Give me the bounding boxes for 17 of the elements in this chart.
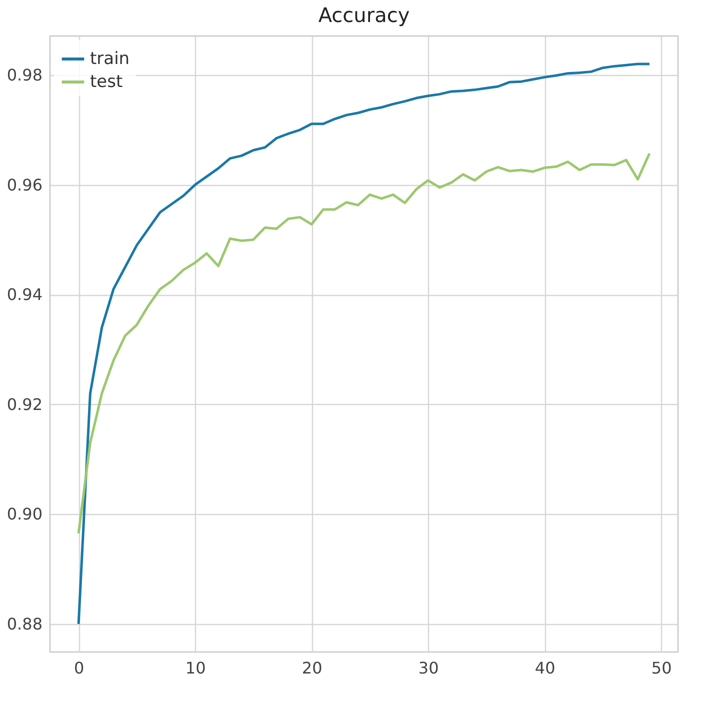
y-tick-label: 0.96 [6, 175, 42, 194]
legend-label: train [90, 49, 130, 69]
line-series [77, 62, 651, 626]
y-tick-label: 0.98 [6, 65, 42, 84]
line-series [77, 152, 651, 535]
x-tick-label: 40 [534, 658, 556, 678]
legend-label: test [90, 72, 123, 92]
x-tick-label: 50 [651, 658, 672, 678]
y-tick-label: 0.92 [6, 394, 42, 414]
y-tick-label: 0.90 [6, 504, 42, 524]
x-tick-label: 20 [302, 658, 322, 678]
x-tick-label: 0 [74, 658, 84, 678]
y-tick-label: 0.88 [6, 614, 42, 634]
x-tick-label: 30 [418, 658, 439, 678]
chart-title: Accuracy [318, 3, 410, 27]
y-tick-label: 0.94 [6, 285, 42, 304]
x-tick-label: 10 [185, 658, 206, 678]
